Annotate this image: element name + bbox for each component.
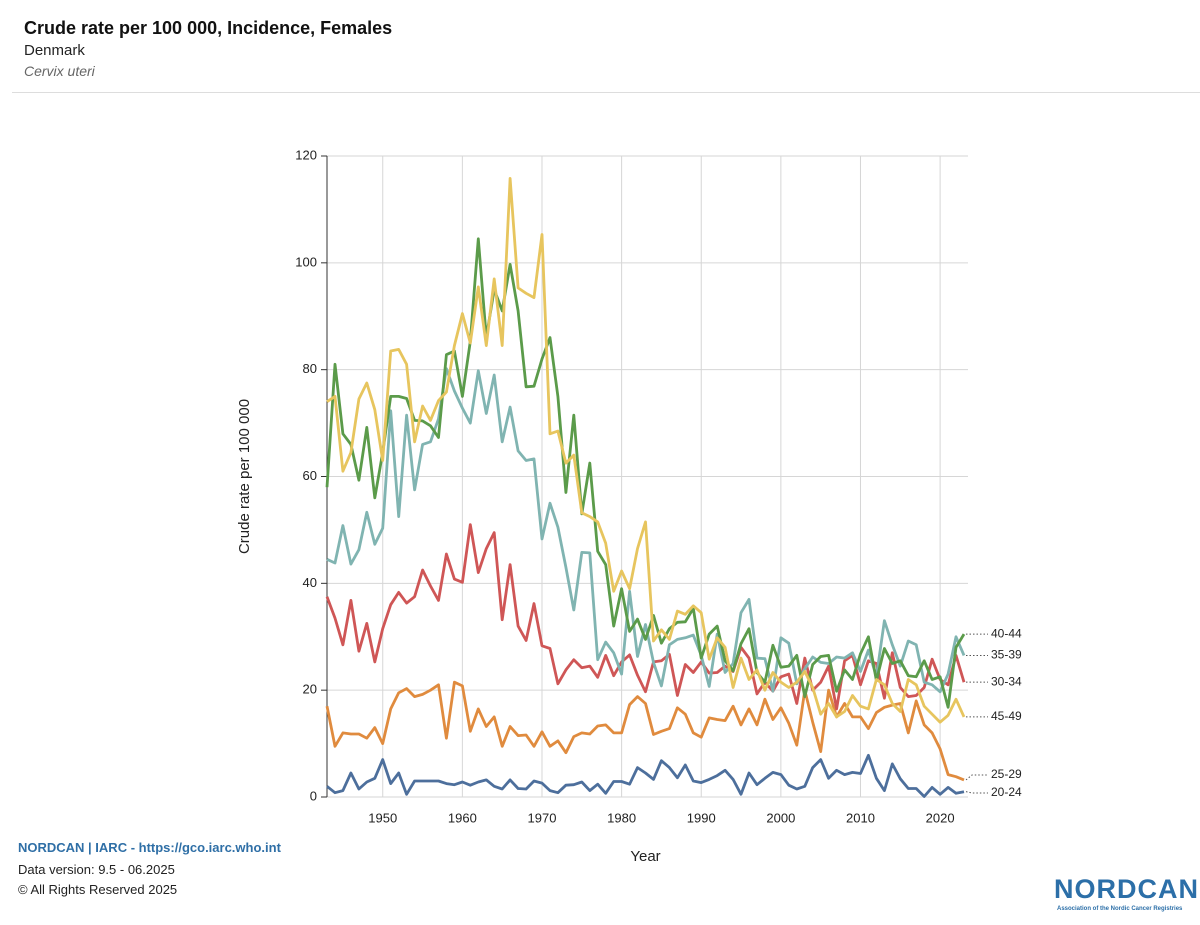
x-tick-label: 1960	[448, 810, 477, 825]
separator	[12, 92, 1200, 93]
logo: NORDCAN	[1054, 874, 1199, 904]
copyright: © All Rights Reserved 2025	[18, 882, 178, 897]
title: Crude rate per 100 000, Incidence, Femal…	[24, 18, 393, 38]
legend-label: 25-29	[991, 767, 1022, 781]
x-tick-label: 1990	[687, 810, 716, 825]
y-tick-label: 20	[303, 682, 317, 697]
x-tick-label: 2020	[926, 810, 955, 825]
x-axis-label: Year	[630, 848, 660, 865]
y-tick-label: 100	[295, 254, 317, 269]
y-tick-label: 60	[303, 468, 317, 483]
y-tick-label: 0	[310, 788, 317, 803]
label-leader	[965, 791, 988, 794]
series-line	[325, 680, 965, 782]
data-version: Data version: 9.5 - 06.2025	[18, 862, 175, 877]
legend-label: 40-44	[991, 626, 1022, 640]
x-tick-label: 1970	[528, 810, 557, 825]
series-line	[326, 753, 965, 798]
x-tick-label: 1950	[368, 810, 397, 825]
label-leader	[965, 774, 988, 781]
x-tick-label: 2010	[846, 810, 875, 825]
x-tick-label: 2000	[766, 810, 795, 825]
site: Cervix uteri	[24, 63, 95, 79]
y-axis-label: Crude rate per 100 000	[236, 399, 253, 554]
x-tick-label: 1980	[607, 810, 636, 825]
legend-label: 45-49	[991, 709, 1022, 723]
logo-tagline: Association of the Nordic Cancer Registr…	[1057, 906, 1183, 912]
source-link[interactable]: NORDCAN | IARC - https://gco.iarc.who.in…	[18, 840, 281, 855]
series-line	[326, 177, 966, 724]
legend-label: 30-34	[991, 674, 1022, 688]
legend-label: 20-24	[991, 785, 1022, 799]
y-tick-label: 40	[303, 575, 317, 590]
subtitle: Denmark	[24, 42, 85, 59]
legend-label: 35-39	[991, 648, 1022, 662]
series-line	[325, 237, 966, 709]
y-tick-label: 120	[295, 147, 317, 162]
y-tick-label: 80	[303, 361, 317, 376]
series-line	[325, 523, 966, 711]
